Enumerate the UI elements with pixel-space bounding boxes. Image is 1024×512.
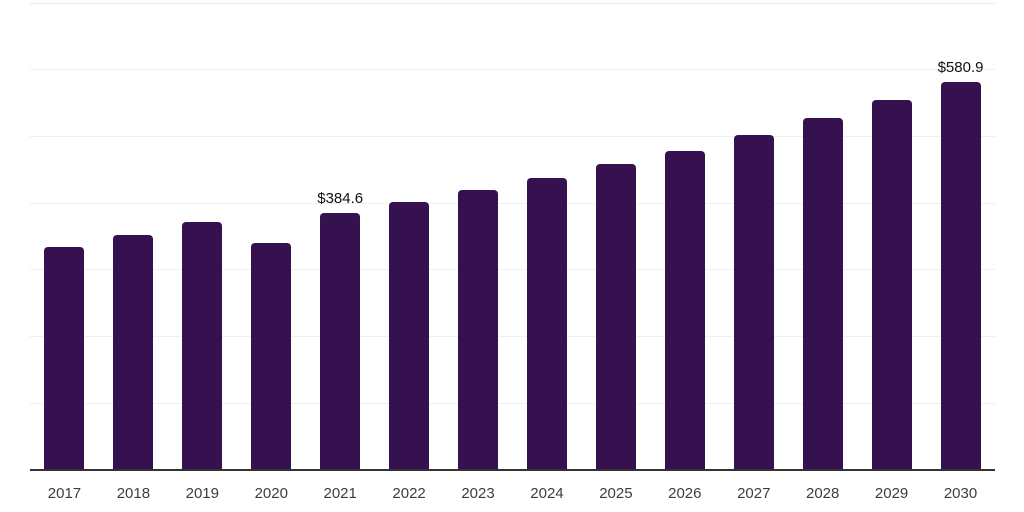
bar-2026	[664, 151, 705, 470]
x-tick-label-2028: 2028	[805, 485, 840, 502]
gridline	[30, 336, 995, 338]
bar-2018	[113, 234, 154, 470]
gridline	[30, 269, 995, 271]
bar-2019	[182, 221, 223, 470]
x-tick-label-2024: 2024	[530, 485, 564, 502]
x-tick-label-2030: 2030	[943, 485, 978, 502]
x-tick-label-2026: 2026	[668, 485, 702, 502]
gridline	[30, 2, 995, 4]
x-tick-label-2020: 2020	[254, 485, 288, 502]
x-axis-line	[30, 469, 995, 471]
x-tick-label-2022: 2022	[392, 485, 426, 502]
x-tick-label-2019: 2019	[185, 485, 219, 502]
x-tick-label-2023: 2023	[461, 485, 495, 502]
data-label-2030: $580.9	[937, 59, 984, 77]
bar-2022	[389, 202, 430, 470]
bar-2024	[526, 178, 567, 470]
bar-2020	[251, 243, 292, 470]
x-tick-label-2027: 2027	[737, 485, 771, 502]
x-tick-label-2018: 2018	[116, 485, 151, 502]
bar-2029	[871, 100, 912, 470]
x-tick-label-2025: 2025	[599, 485, 633, 502]
gridline	[30, 202, 995, 204]
bar-2017	[44, 246, 85, 470]
bar-2030	[940, 82, 981, 470]
x-tick-label-2017: 2017	[47, 485, 82, 502]
bar-2023	[458, 190, 499, 470]
bar-2025	[595, 164, 636, 470]
data-label-2021: $384.6	[317, 190, 364, 208]
gridline	[30, 402, 995, 404]
bar-2027	[733, 135, 774, 470]
gridline	[30, 69, 995, 71]
gridline	[30, 135, 995, 137]
x-tick-label-2029: 2029	[874, 485, 909, 502]
bar-2021	[320, 213, 361, 470]
bar-2028	[802, 118, 843, 470]
x-tick-label-2021: 2021	[323, 485, 357, 502]
